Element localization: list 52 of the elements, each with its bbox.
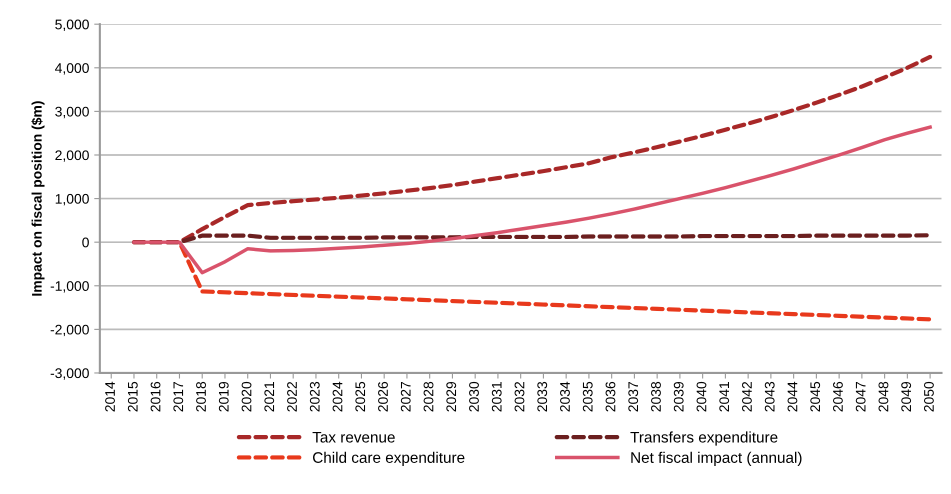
x-tick-label: 2049	[901, 382, 912, 412]
x-tick-label: 2036	[606, 382, 616, 412]
x-tick-label: 2032	[514, 382, 524, 412]
x-tick-label: 2023	[310, 382, 320, 412]
x-tick-label: 2045	[810, 382, 820, 412]
y-tick-label: 5,000	[55, 20, 89, 32]
y-tick-label: -2,000	[50, 324, 89, 336]
legend-label: Tax revenue	[312, 432, 395, 443]
x-tick-label: 2018	[196, 382, 206, 412]
x-tick-label: 2050	[924, 382, 934, 412]
x-tick-label: 2037	[628, 382, 638, 412]
y-tick-label: -3,000	[50, 368, 89, 380]
y-tick-label: 0	[82, 238, 89, 248]
x-tick-label: 2021	[264, 382, 274, 412]
y-tick-label: 3,000	[55, 106, 89, 118]
x-tick-label: 2019	[218, 382, 229, 412]
x-tick-label: 2015	[128, 382, 138, 412]
legend-label: Child care expenditure	[313, 452, 464, 466]
x-tick-label: 2040	[696, 382, 706, 412]
x-tick-label: 2026	[378, 382, 388, 412]
y-axis-title: Impact on fiscal position ($m)	[31, 101, 45, 296]
x-tick-label: 2035	[582, 382, 593, 412]
line-series	[132, 125, 932, 274]
x-tick-label: 2016	[150, 382, 160, 412]
x-tick-label: 2029	[446, 382, 456, 412]
legend-label: Net fiscal impact (annual)	[631, 452, 802, 466]
y-tick-label: -1,000	[50, 281, 89, 293]
x-tick-label: 2025	[355, 382, 366, 412]
x-tick-label: 2038	[651, 382, 661, 412]
x-tick-label: 2047	[856, 382, 866, 412]
x-tick-label: 2034	[560, 382, 570, 412]
x-tick-label: 2044	[788, 382, 798, 412]
legend-label: Transfers expenditure	[630, 431, 778, 446]
x-tick-label: 2046	[833, 382, 843, 412]
x-tick-label: 2039	[674, 382, 684, 412]
x-tick-label: 2042	[742, 382, 752, 412]
x-tick-label: 2024	[332, 382, 342, 412]
x-tick-label: 2014	[105, 382, 115, 412]
x-tick-label: 2030	[469, 382, 479, 412]
x-tick-label: 2041	[719, 382, 730, 412]
x-tick-label: 2033	[537, 382, 548, 412]
x-tick-label: 2022	[287, 382, 297, 412]
x-tick-label: 2027	[400, 382, 411, 412]
y-tick-label: 1,000	[56, 194, 89, 206]
x-tick-label: 2017	[173, 382, 184, 412]
x-tick-label: 2043	[764, 382, 775, 412]
x-tick-label: 2031	[492, 382, 502, 412]
x-tick-label: 2020	[242, 382, 252, 412]
x-tick-label: 2028	[424, 382, 434, 412]
x-tick-label: 2048	[878, 382, 888, 412]
y-tick-label: 2,000	[55, 150, 89, 162]
y-tick-label: 4,000	[55, 63, 89, 75]
